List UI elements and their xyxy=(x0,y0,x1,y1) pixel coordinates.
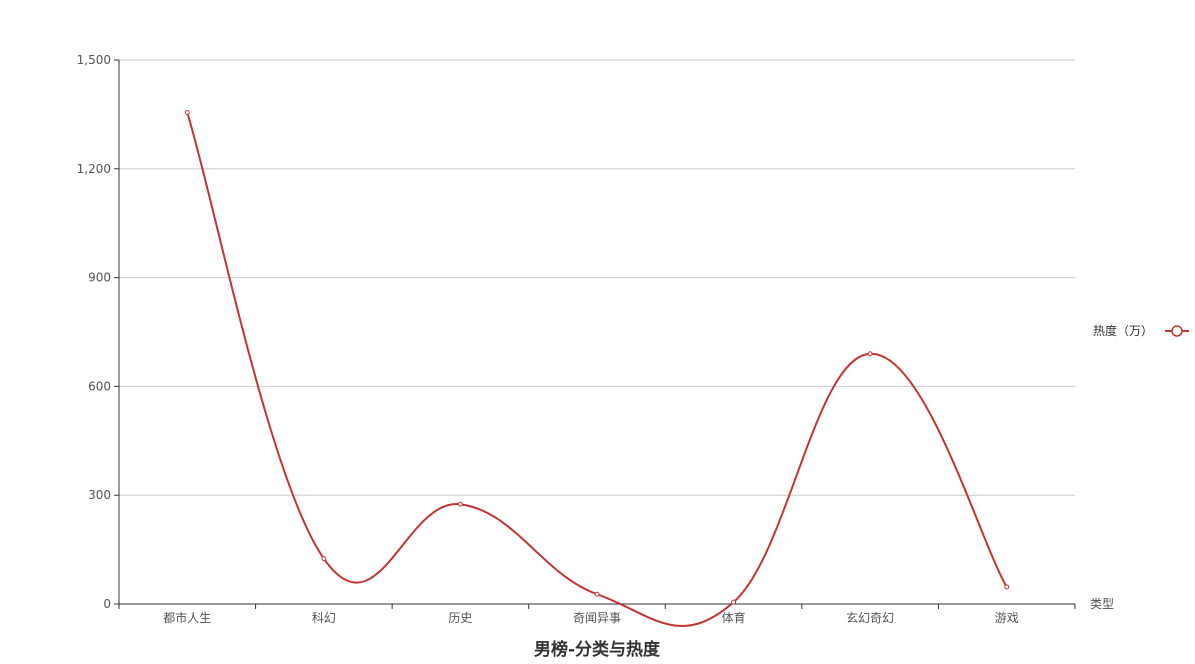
x-tick-label: 玄幻奇幻 xyxy=(846,610,894,625)
y-tick-label: 1,500 xyxy=(77,53,111,67)
series-layer xyxy=(184,110,1010,627)
y-axis-ticks: 0 300 600 900 1,200 1,500 xyxy=(77,53,119,611)
data-point xyxy=(1004,584,1010,590)
chart-title: 男榜-分类与热度 xyxy=(534,639,661,660)
data-point xyxy=(731,599,737,605)
axes xyxy=(118,60,1075,605)
x-tick-label: 体育 xyxy=(722,610,746,625)
x-axis-name: 类型 xyxy=(1090,597,1114,611)
y-tick-label: 600 xyxy=(88,379,111,393)
y-tick-label: 0 xyxy=(103,597,111,611)
data-point xyxy=(321,556,327,562)
data-point xyxy=(594,591,600,597)
data-point xyxy=(867,351,873,357)
x-tick-label: 游戏 xyxy=(995,611,1019,625)
y-tick-label: 1,200 xyxy=(77,162,111,176)
legend-marker-icon xyxy=(1171,325,1183,337)
x-axis-ticks: 都市人生 科幻 历史 奇闻异事 体育 玄幻奇幻 游戏 xyxy=(118,604,1076,625)
x-tick-label: 科幻 xyxy=(312,611,336,625)
grid-lines xyxy=(119,59,1075,496)
legend[interactable]: 热度（万） xyxy=(1093,323,1189,338)
data-point xyxy=(457,501,463,507)
y-tick-label: 300 xyxy=(88,488,111,502)
series-line xyxy=(186,112,1008,627)
data-point xyxy=(184,110,190,116)
legend-label: 热度（万） xyxy=(1093,323,1153,338)
x-tick-label: 奇闻异事 xyxy=(573,611,621,625)
x-tick-label: 都市人生 xyxy=(163,610,211,625)
x-tick-label: 历史 xyxy=(448,611,472,625)
y-tick-label: 900 xyxy=(88,271,111,285)
